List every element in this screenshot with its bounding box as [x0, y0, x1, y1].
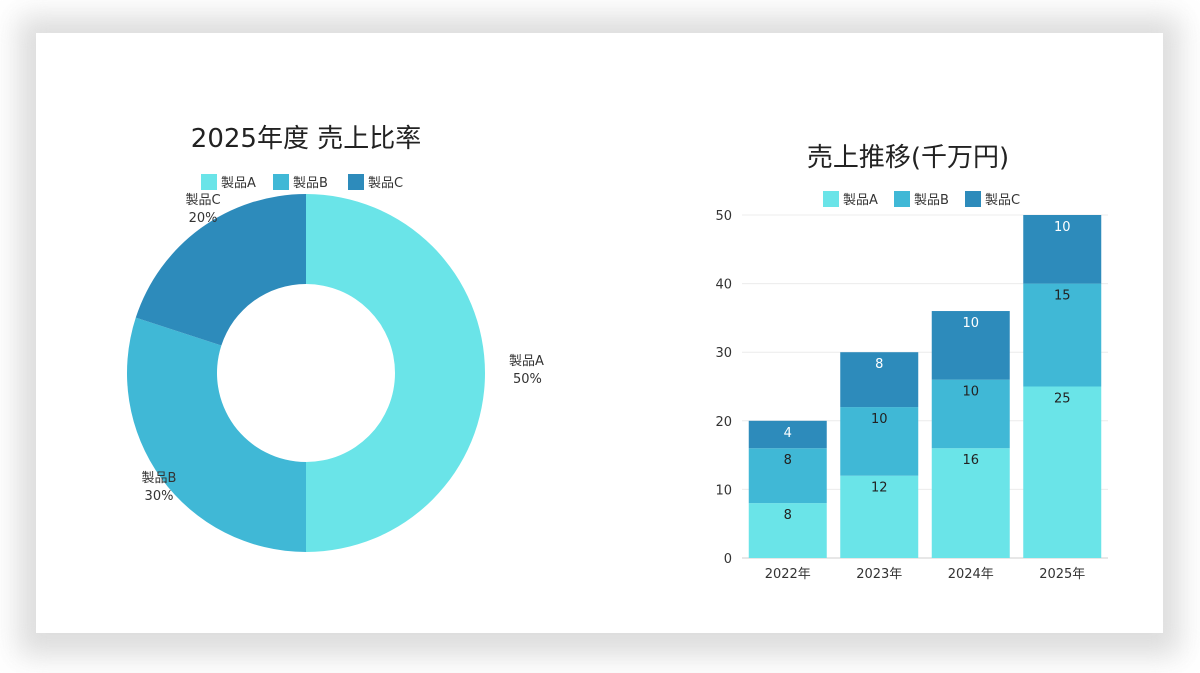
- bar-y-axis: 0 10 20 30 40 50: [715, 209, 732, 567]
- bar-segment: [840, 475, 919, 558]
- bar-segment: [931, 311, 1010, 380]
- bar-value-label: 4: [784, 426, 792, 441]
- bar-marks: 8 8 4 12 10 8 16 10 10 25 15 10: [748, 215, 1102, 558]
- legend-swatch: [348, 174, 364, 190]
- legend-label: 製品C: [985, 193, 1020, 208]
- bar-title: 売上推移(千万円): [807, 143, 1009, 173]
- donut-slice: [126, 317, 307, 552]
- y-tick-label: 20: [715, 415, 732, 430]
- legend-swatch: [823, 191, 839, 207]
- legend-swatch: [965, 191, 981, 207]
- donut-slice: [135, 194, 306, 346]
- donut-labels: 製品A 50% 製品B 30% 製品C 20%: [142, 193, 544, 504]
- bar-value-label: 25: [1054, 392, 1071, 407]
- charts-canvas: 2025年度 売上比率 製品A 製品B 製品C 製品A 50% 製品B 30% 製品C 20%…: [126, 124, 1108, 582]
- y-tick-label: 0: [724, 552, 732, 567]
- x-tick-label: 2022年: [765, 567, 811, 582]
- donut-slices: [126, 194, 485, 552]
- bar-segment: [840, 352, 919, 408]
- bar-value-label: 8: [784, 453, 792, 468]
- bar-legend: 製品A 製品B 製品C: [823, 191, 1020, 208]
- slice-percent-label: 30%: [145, 489, 174, 504]
- donut-legend: 製品A 製品B 製品C: [201, 174, 403, 191]
- bar-segment: [931, 379, 1010, 449]
- bar-value-label: 15: [1054, 289, 1071, 304]
- bar-x-axis: 2022年 2023年 2024年 2025年: [765, 567, 1086, 582]
- bar-segment: [1023, 215, 1102, 284]
- donut-title: 2025年度 売上比率: [191, 124, 421, 154]
- slice-category-label: 製品A: [509, 354, 544, 369]
- slide: 2025年度 売上比率 製品A 製品B 製品C 製品A 50% 製品B 30% 製品C 20%…: [36, 33, 1163, 633]
- x-tick-label: 2024年: [948, 567, 994, 582]
- bar-value-label: 10: [871, 412, 888, 427]
- x-tick-label: 2025年: [1039, 567, 1085, 582]
- bar-value-label: 16: [962, 453, 979, 468]
- donut-chart: 2025年度 売上比率 製品A 製品B 製品C 製品A 50% 製品B 30% 製品C 20%: [126, 124, 544, 552]
- bar-segment: [840, 407, 919, 476]
- donut-slice: [306, 194, 485, 552]
- legend-label: 製品A: [221, 176, 256, 191]
- slice-category-label: 製品B: [142, 471, 177, 486]
- y-tick-label: 30: [715, 346, 732, 361]
- bar-segment: [1023, 283, 1102, 387]
- y-tick-label: 50: [715, 209, 732, 224]
- bar-segment: [1023, 386, 1102, 558]
- legend-label: 製品C: [368, 176, 403, 191]
- bar-value-label: 10: [1054, 220, 1071, 235]
- slice-percent-label: 50%: [513, 372, 542, 387]
- legend-label: 製品A: [843, 193, 878, 208]
- bar-segment: [748, 448, 827, 504]
- legend-label: 製品B: [293, 176, 328, 191]
- y-tick-label: 10: [715, 483, 732, 498]
- legend-swatch: [201, 174, 217, 190]
- legend-label: 製品B: [914, 193, 949, 208]
- bar-segment: [931, 448, 1010, 558]
- slice-category-label: 製品C: [185, 193, 220, 208]
- slice-percent-label: 20%: [189, 211, 218, 226]
- x-tick-label: 2023年: [856, 567, 902, 582]
- bar-value-label: 8: [875, 357, 883, 372]
- legend-swatch: [273, 174, 289, 190]
- bar-segment: [748, 503, 827, 558]
- y-tick-label: 40: [715, 278, 732, 293]
- bar-value-label: 8: [784, 508, 792, 523]
- bar-value-label: 10: [962, 385, 979, 400]
- bar-value-label: 10: [962, 316, 979, 331]
- bar-value-label: 12: [871, 481, 888, 496]
- bar-segment: [748, 420, 827, 449]
- legend-swatch: [894, 191, 910, 207]
